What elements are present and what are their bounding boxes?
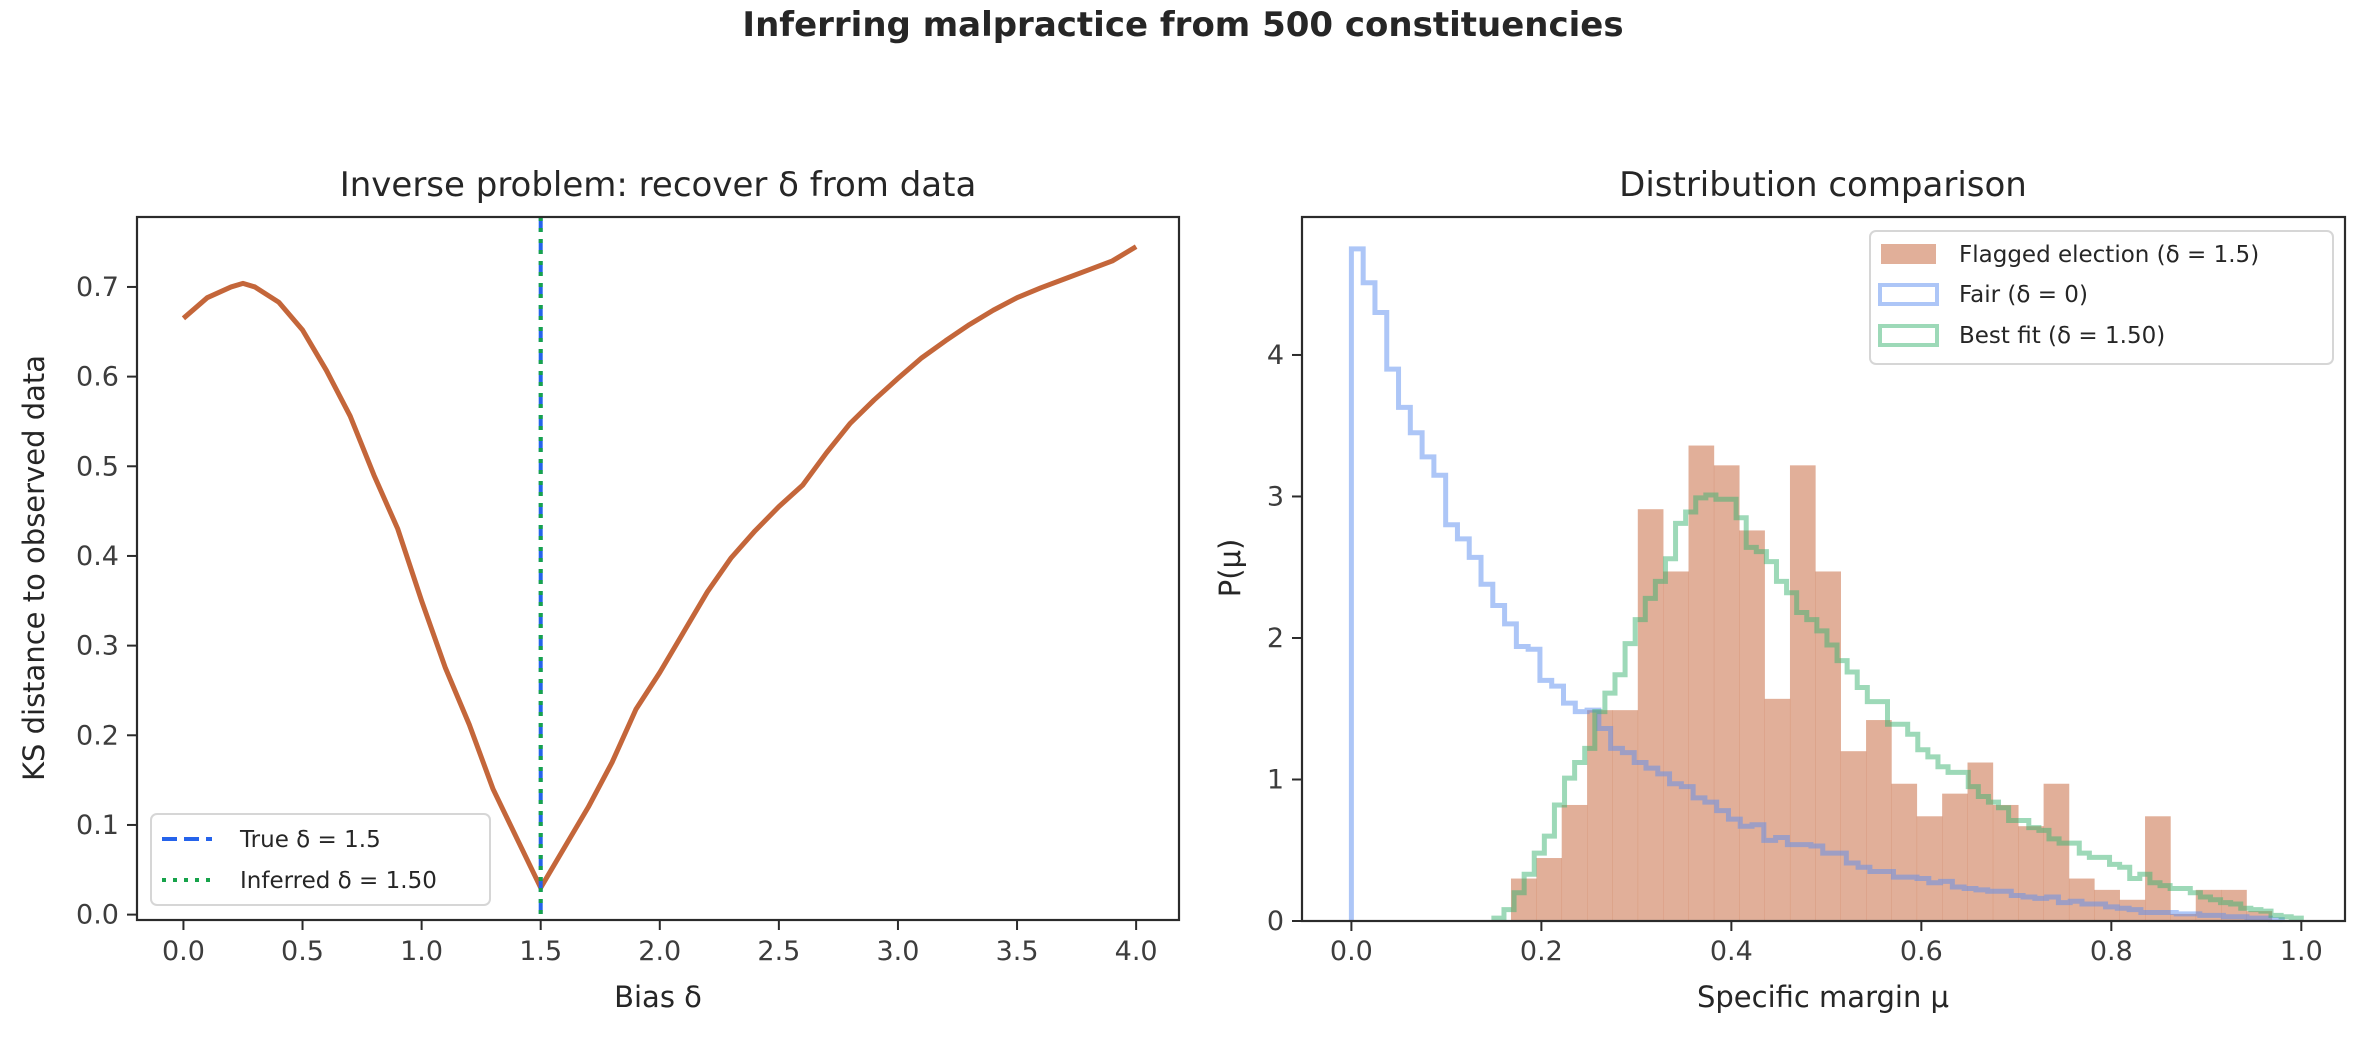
best-fit-histogram-step xyxy=(1491,492,2304,921)
flagged-bar xyxy=(1612,710,1639,921)
flagged-bar xyxy=(1713,465,1740,921)
left-legend-frame xyxy=(150,813,491,906)
right-axes-frame xyxy=(1300,215,2347,923)
left-plot-area xyxy=(181,217,1138,920)
right-ticks: 0.0 0.2 0.4 0.6 0.8 1.0 0 1 2 3 4 xyxy=(1267,340,2323,967)
y-tick-label: 3 xyxy=(1267,481,1284,512)
fair-histogram-step xyxy=(1348,246,2285,923)
y-tick-label: 0.7 xyxy=(76,272,119,303)
flagged-bar xyxy=(1992,804,2019,921)
right-legend-frame xyxy=(1869,230,2334,365)
right-legend: Flagged election (δ = 1.5) Fair (δ = 0) … xyxy=(1869,230,2334,365)
x-tick-label: 0.4 xyxy=(1710,936,1753,967)
flagged-bar xyxy=(2170,913,2197,921)
legend-fair-label: Fair (δ = 0) xyxy=(1959,282,2088,308)
flagged-bar xyxy=(1866,720,1892,921)
x-tick-label: 4.0 xyxy=(1115,936,1158,967)
y-tick-label: 4 xyxy=(1267,340,1284,371)
flagged-bar xyxy=(1663,571,1689,921)
right-plot-area xyxy=(1348,246,2304,923)
right-x-axis-label: Specific margin μ xyxy=(1697,980,1949,1014)
left-x-axis-label: Bias δ xyxy=(614,980,702,1014)
flagged-bar xyxy=(1688,445,1715,921)
legend-best-fit-swatch xyxy=(1878,324,1939,347)
y-tick-label: 0.0 xyxy=(76,900,119,931)
x-tick-label: 2.5 xyxy=(757,936,800,967)
y-tick-label: 0.3 xyxy=(76,631,119,662)
flagged-bar xyxy=(1891,783,1918,921)
y-tick-label: 1 xyxy=(1267,764,1284,795)
y-tick-label: 0.1 xyxy=(76,810,119,841)
flagged-bar xyxy=(1764,698,1791,921)
x-tick-label: 3.0 xyxy=(876,936,919,967)
x-tick-label: 3.5 xyxy=(996,936,1039,967)
legend-flagged-swatch xyxy=(1881,244,1936,264)
right-chart-title: Distribution comparison xyxy=(1619,165,2027,205)
x-tick-label: 0.0 xyxy=(162,936,205,967)
x-tick-label: 0.2 xyxy=(1520,936,1563,967)
left-axes-frame xyxy=(135,215,1181,922)
left-ticks: 0.0 0.5 1.0 1.5 2.0 2.5 3.0 3.5 4.0 0.0 0.1 0.2 0.3 0… xyxy=(76,272,1158,967)
y-tick-label: 0.4 xyxy=(76,541,119,572)
flagged-bar xyxy=(1840,751,1867,921)
x-tick-label: 0.6 xyxy=(1900,936,1943,967)
legend-true-label: True δ = 1.5 xyxy=(239,827,381,853)
x-tick-label: 1.5 xyxy=(519,936,562,967)
flagged-bar xyxy=(1789,465,1816,921)
y-tick-label: 0.5 xyxy=(76,451,119,482)
flagged-bar xyxy=(1637,509,1664,921)
flagged-bar xyxy=(1561,804,1588,921)
right-y-axis-label: P(μ) xyxy=(1213,539,1247,598)
x-tick-label: 2.0 xyxy=(638,936,681,967)
left-legend: True δ = 1.5 Inferred δ = 1.50 xyxy=(150,813,491,906)
flagged-bar xyxy=(1536,858,1563,921)
y-tick-label: 2 xyxy=(1267,623,1284,654)
flagged-bar xyxy=(1916,816,1943,921)
left-y-axis-label: KS distance to observed data xyxy=(17,355,51,781)
legend-fair-swatch xyxy=(1878,283,1939,306)
ks-distance-line xyxy=(181,244,1138,891)
ks-distance-chart: Inverse problem: recover δ from data 0.0… xyxy=(17,165,1181,1014)
distribution-comparison-chart: Distribution comparison 0.0 0.2 0.4 0.6 0.8 1… xyxy=(1213,165,2347,1014)
left-chart-title: Inverse problem: recover δ from data xyxy=(340,165,977,205)
flagged-bar xyxy=(2145,816,2171,921)
x-tick-label: 1.0 xyxy=(2280,936,2323,967)
x-tick-label: 0.8 xyxy=(2090,936,2133,967)
flagged-bar xyxy=(2018,826,2044,921)
y-tick-label: 0.6 xyxy=(76,362,119,393)
flagged-bar xyxy=(1739,530,1765,921)
x-tick-label: 0.0 xyxy=(1330,936,1373,967)
y-tick-label: 0.2 xyxy=(76,720,119,751)
x-tick-label: 1.0 xyxy=(400,936,443,967)
legend-flagged-label: Flagged election (δ = 1.5) xyxy=(1959,242,2259,268)
figure-title: Inferring malpractice from 500 constitue… xyxy=(742,5,1623,45)
flagged-bar xyxy=(1942,793,1968,921)
legend-best-fit-label: Best fit (δ = 1.50) xyxy=(1959,323,2165,349)
legend-inferred-label: Inferred δ = 1.50 xyxy=(240,868,437,894)
x-tick-label: 0.5 xyxy=(281,936,324,967)
y-tick-label: 0 xyxy=(1267,906,1284,937)
